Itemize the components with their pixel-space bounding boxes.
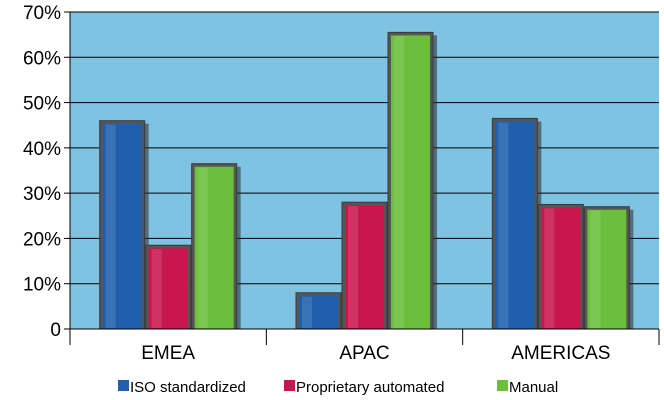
bar-highlight [302, 296, 312, 328]
bar-fill [148, 248, 188, 329]
x-axis-ticks: EMEA APAC AMERICAS [69, 329, 660, 364]
bar [537, 203, 588, 330]
bars [99, 31, 634, 330]
bar [145, 244, 195, 330]
legend: ISO standardized Proprietary automated Man… [118, 379, 558, 396]
bar [583, 206, 634, 330]
legend-swatch [497, 380, 508, 391]
legend-label: ISO standardized [130, 379, 246, 396]
y-axis-ticks: 0 10% 20% 30% 40% 50% 60% 70% [23, 3, 70, 341]
bar-fill [299, 295, 338, 329]
bar [191, 163, 241, 330]
bar [99, 120, 149, 330]
bar-highlight [348, 206, 358, 328]
bar-highlight [544, 208, 555, 328]
x-tick-label: APAC [339, 343, 389, 364]
bar-fill [495, 121, 535, 330]
bar-highlight [394, 36, 404, 328]
bar-fill [194, 166, 234, 329]
y-tick-label: 60% [23, 48, 61, 69]
legend-item: Manual [497, 379, 558, 396]
bar-highlight [105, 124, 116, 328]
bar [295, 292, 345, 330]
bar-fill [541, 207, 581, 329]
bar-highlight [498, 122, 509, 329]
y-tick-label: 40% [23, 139, 61, 160]
legend-swatch [284, 380, 295, 391]
bar-fill [102, 123, 142, 329]
x-tick-label: EMEA [141, 343, 195, 364]
legend-swatch [118, 380, 129, 391]
legend-label: Manual [509, 379, 558, 396]
bar-fill [587, 209, 627, 329]
bar [341, 201, 391, 330]
legend-item: Proprietary automated [284, 379, 444, 396]
legend-item: ISO standardized [118, 379, 246, 396]
bar-highlight [151, 249, 162, 328]
y-tick-label: 10% [23, 275, 61, 296]
bar-fill [391, 35, 430, 329]
bar-highlight [590, 210, 601, 328]
y-tick-label: 50% [23, 94, 61, 115]
y-tick-label: 30% [23, 184, 61, 205]
y-tick-label: 0 [50, 320, 61, 341]
legend-label: Proprietary automated [296, 379, 444, 396]
bar-highlight [197, 167, 208, 328]
y-tick-label: 20% [23, 229, 61, 250]
bar [387, 31, 437, 330]
bar-fill [345, 205, 384, 329]
y-tick-label: 70% [23, 3, 61, 24]
x-tick-label: AMERICAS [511, 343, 610, 364]
bar [491, 117, 542, 330]
axes [69, 12, 659, 345]
